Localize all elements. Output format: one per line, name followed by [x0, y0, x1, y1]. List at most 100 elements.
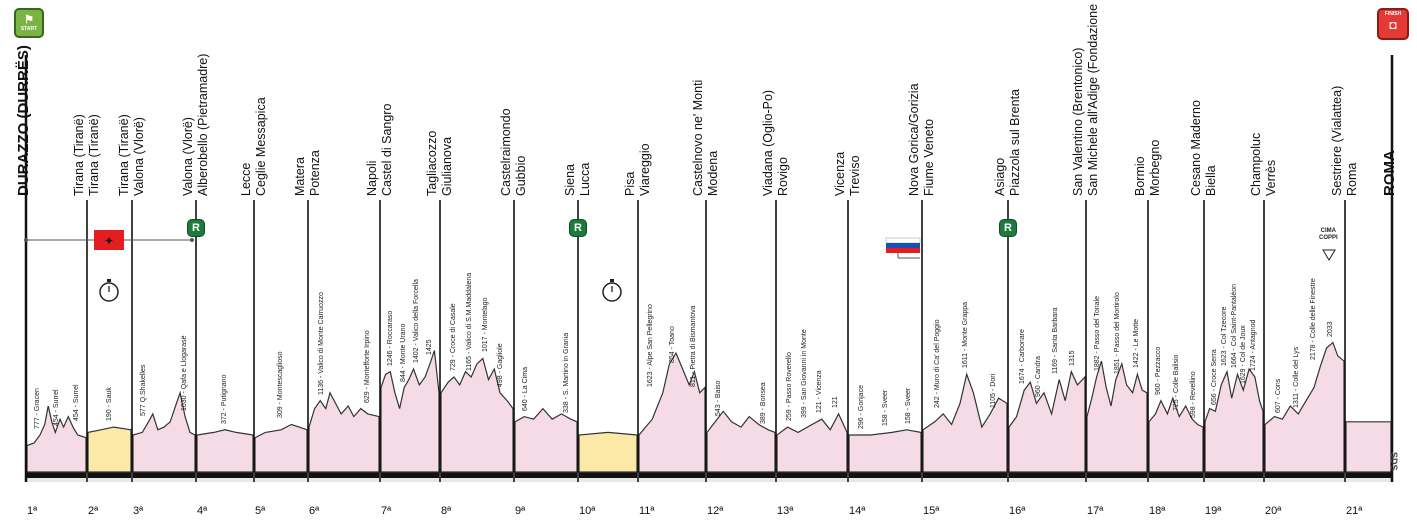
stage-7-finish-city: Tagliacozzo [425, 130, 439, 196]
stage-12-climb-label: 543 - Baiso [715, 380, 723, 416]
stage-9-climb-label: 338 - S. Martino in Grania [563, 333, 571, 414]
stage-20-number: 20ª [1265, 505, 1282, 517]
stage-17-number: 17ª [1087, 505, 1104, 517]
stage-8-start-city: Giulianova [440, 136, 454, 196]
stage-20-climb-label: 1311 - Colle del Lys [1292, 346, 1300, 408]
stage-2-number: 2ª [88, 505, 99, 517]
stage-15-ground [923, 472, 1007, 478]
stage-5-ground-shadow [255, 478, 307, 482]
stage-2-profile [87, 426, 132, 473]
stage-21-ground [1346, 472, 1391, 478]
stage-14-climb-label: 158 - Sveer [881, 390, 889, 427]
stage-4-start-city: Alberobello (Pietramadre) [196, 53, 210, 196]
albania-flag-icon [94, 230, 124, 250]
stage-6-finish-city: Napoli [365, 160, 379, 196]
stage-15-climb-label: 242 - Muro di Ca' del Poggio [934, 319, 942, 408]
stage-5-finish-city: Matera [293, 157, 307, 196]
stage-17-profile [1086, 360, 1148, 473]
stage-3-finish-city: Valona (Vlorë) [181, 117, 195, 196]
stage-8-climb-label: 1165 - Valico di S.M.Maddalena [465, 272, 473, 371]
stage-8-ground-shadow [441, 478, 513, 482]
stage-18-ground-shadow [1149, 478, 1203, 482]
rest-day-badge: R [187, 219, 205, 237]
stage-15-number: 15ª [923, 505, 940, 517]
stage-18-start-city: Morbegno [1148, 139, 1162, 196]
stage-3-number: 3ª [133, 505, 144, 517]
stage-16-climb-label: 1315 [1068, 350, 1076, 366]
stage-1-number: 1ª [27, 505, 38, 517]
stage-18-climb-label: 598 - Revellino [1190, 371, 1198, 419]
stage-19-climb-label: 656 - Croce Serra [1211, 349, 1219, 406]
stage-profiles [26, 341, 1392, 473]
sds-logo: SDS [1389, 452, 1399, 471]
start-flag-icon: ⚑ START [14, 8, 44, 38]
stage-17-start-city: San Michele all'Adige (Fondazione Edmund… [1086, 0, 1100, 196]
finish-flag-icon: FINISH ◘ [1377, 8, 1409, 40]
stage-19-climb-label: 1623 - Col Tzecore [1221, 306, 1228, 366]
stage-10-ground-shadow [579, 478, 637, 482]
stage-20-climb-label: 2033 [1327, 321, 1335, 337]
stage-2-ground [88, 472, 131, 478]
stage-13-profile [776, 412, 848, 473]
cima-coppi-badge: CIMA COPPI [1319, 228, 1338, 242]
stage-6-ground-shadow [309, 478, 379, 482]
stage-2-ground-shadow [88, 478, 131, 482]
stage-15-finish-city: Asiago [993, 157, 1007, 196]
stage-4-profile [196, 429, 254, 473]
transfer-dot [24, 238, 28, 242]
stage-11-profile [638, 351, 706, 473]
stage-18-climb-label: 725 - Colle Balisio [1172, 354, 1180, 411]
stage-11-climb-label: 811 - Pietra di Bismantova [690, 305, 698, 387]
stage-12-ground [707, 472, 775, 478]
stage-dividers [24, 55, 1394, 482]
finish-label: FINISH [1384, 11, 1402, 17]
stage-12-finish-city: Viadana (Oglio-Po) [761, 89, 775, 196]
stage-12-number: 12ª [707, 505, 724, 517]
rest-day-badge: R [569, 219, 587, 237]
stage-19-finish-city: Champoluc [1249, 132, 1263, 196]
stage-4-number: 4ª [197, 505, 208, 517]
stage-6-profile [308, 391, 380, 473]
stage-3-start-city: Valona (Vlorë) [132, 117, 146, 196]
stage-13-climb-label: 399 - San Giovanni in Monte [801, 329, 808, 419]
cima-coppi-triangle-icon [1322, 249, 1336, 261]
stage-21-ground-shadow [1346, 478, 1391, 482]
stage-16-finish-city: San Valentino (Brentonico) [1071, 47, 1085, 196]
stage-20-ground [1265, 472, 1344, 478]
stage-3-climb-label: 577 Q.Shakelles [140, 364, 148, 416]
stage-16-number: 16ª [1009, 505, 1026, 517]
stage-14-ground-shadow [849, 478, 921, 482]
stage-14-climb-label: 158 - Sveer [905, 387, 913, 424]
stage-9-number: 9ª [515, 505, 526, 517]
stage-11-start-city: Viareggio [638, 143, 652, 196]
stage-15-climb-label: 1611 - Monte Grappa [961, 302, 969, 369]
stage-9-ground [515, 472, 577, 478]
cima-coppi-line1: CIMA [1320, 228, 1336, 234]
stage-8-climb-label: 1017 - Montelago [481, 297, 489, 353]
stage-1-profile [26, 405, 87, 473]
stage-9-profile [514, 407, 578, 473]
stage-8-climb-label: 729 - Croce di Casale [449, 303, 457, 371]
stage-7-ground [381, 472, 439, 478]
stage-21-number: 21ª [1346, 505, 1363, 517]
stage-8-finish-city: Castelraimondo [499, 108, 513, 196]
stage-13-start-city: Rovigo [776, 157, 790, 196]
stage-3-climb-label: 1030 - Qafa e Llogarasë [181, 335, 189, 411]
stage-4-ground [197, 472, 253, 478]
stage-18-ground [1149, 472, 1203, 478]
stage-4-finish-city: Lecce [239, 162, 253, 196]
stage-19-start-city: Biella [1204, 165, 1218, 196]
stage-16-climb-label: 1169 - Santa Barbara [1052, 307, 1060, 374]
stage-5-number: 5ª [255, 505, 266, 517]
stage-8-profile [440, 357, 514, 473]
stage-19-climb-label: 1629 - Col de Joux [1240, 325, 1248, 385]
cima-coppi-line2: COPPI [1319, 235, 1338, 241]
stage-4-ground-shadow [197, 478, 253, 482]
stage-1-climb-label: 454 - Surrel [72, 384, 80, 422]
stage-20-profile [1264, 341, 1345, 473]
stage-6-climb-label: 629 - Montefforte Irpino [363, 329, 371, 403]
stage-20-start-city: Verrès [1264, 159, 1278, 196]
stage-18-finish-city: Cesano Maderno [1189, 100, 1203, 196]
stage-18-profile [1148, 396, 1204, 473]
